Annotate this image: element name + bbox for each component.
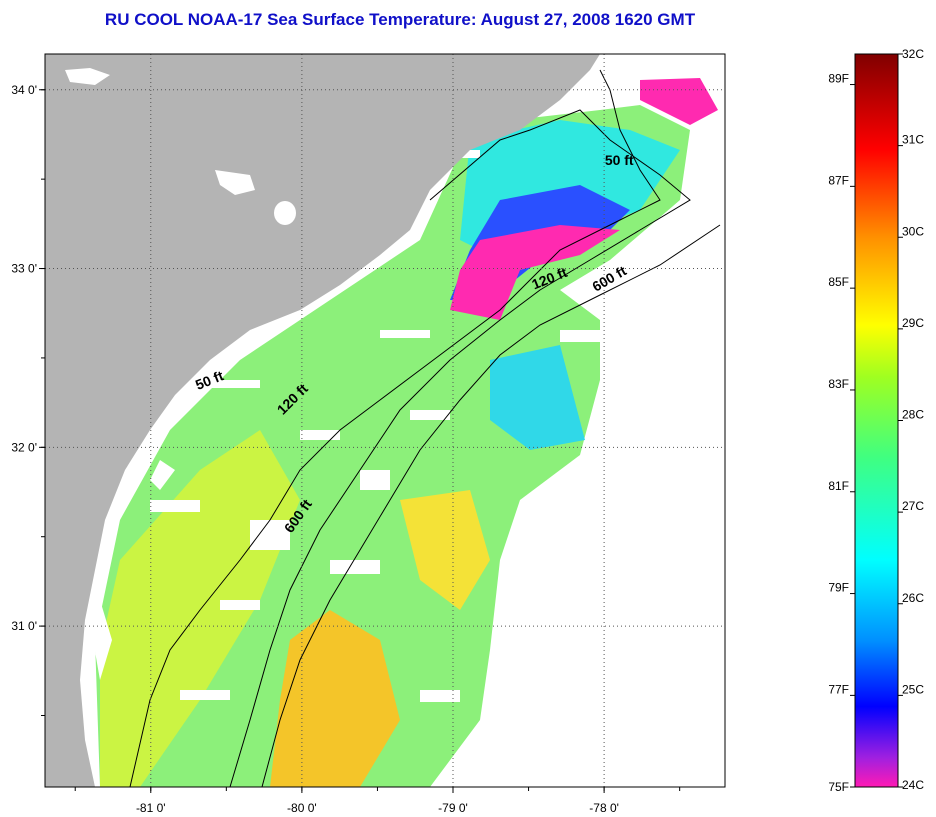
y-tick-label: 32 0' xyxy=(11,440,37,454)
y-tick-label: 34 0' xyxy=(11,83,37,97)
celsius-label: 24C xyxy=(902,778,924,792)
fahrenheit-label: 77F xyxy=(828,682,849,696)
celsius-label: 29C xyxy=(902,316,924,330)
celsius-label: 27C xyxy=(902,499,924,513)
y-tick-label: 33 0' xyxy=(11,262,37,276)
contour-label: 50 ft xyxy=(605,152,634,168)
sst-cool-mid xyxy=(490,345,585,450)
fahrenheit-label: 79F xyxy=(828,581,849,595)
celsius-label: 30C xyxy=(902,224,924,238)
celsius-label: 26C xyxy=(902,591,924,605)
land xyxy=(45,54,600,787)
colorbar-gradient xyxy=(855,54,898,787)
y-tick-label: 31 0' xyxy=(11,619,37,633)
sst-warm-nearshore xyxy=(100,430,300,787)
fahrenheit-label: 83F xyxy=(828,377,849,391)
plot-frame xyxy=(44,53,726,788)
x-tick-label: -80 0' xyxy=(287,801,317,815)
graticule xyxy=(45,54,725,787)
fahrenheit-label: 89F xyxy=(828,72,849,86)
sst-cold-north-tip xyxy=(640,78,718,125)
depth-contours xyxy=(129,69,721,787)
inland-water xyxy=(65,68,296,680)
x-tick-label: -79 0' xyxy=(438,801,468,815)
fahrenheit-label: 87F xyxy=(828,173,849,187)
fahrenheit-label: 81F xyxy=(828,479,849,493)
sst-coldest-north xyxy=(450,225,620,320)
fahrenheit-label: 75F xyxy=(828,780,849,794)
fahrenheit-label: 85F xyxy=(828,275,849,289)
map-title: RU COOL NOAA-17 Sea Surface Temperature:… xyxy=(104,10,696,29)
celsius-label: 25C xyxy=(902,682,924,696)
axis-ticks: -81 0' -80 0' -79 0' -78 0' 34 0' 33 0' 32 0' 3… xyxy=(11,83,681,815)
x-tick-label: -81 0' xyxy=(136,801,166,815)
celsius-label: 28C xyxy=(902,408,924,422)
celsius-label: 31C xyxy=(902,133,924,147)
celsius-label: 32C xyxy=(902,47,924,61)
x-tick-label: -78 0' xyxy=(589,801,619,815)
sst-warm-offshore-2 xyxy=(400,490,490,610)
